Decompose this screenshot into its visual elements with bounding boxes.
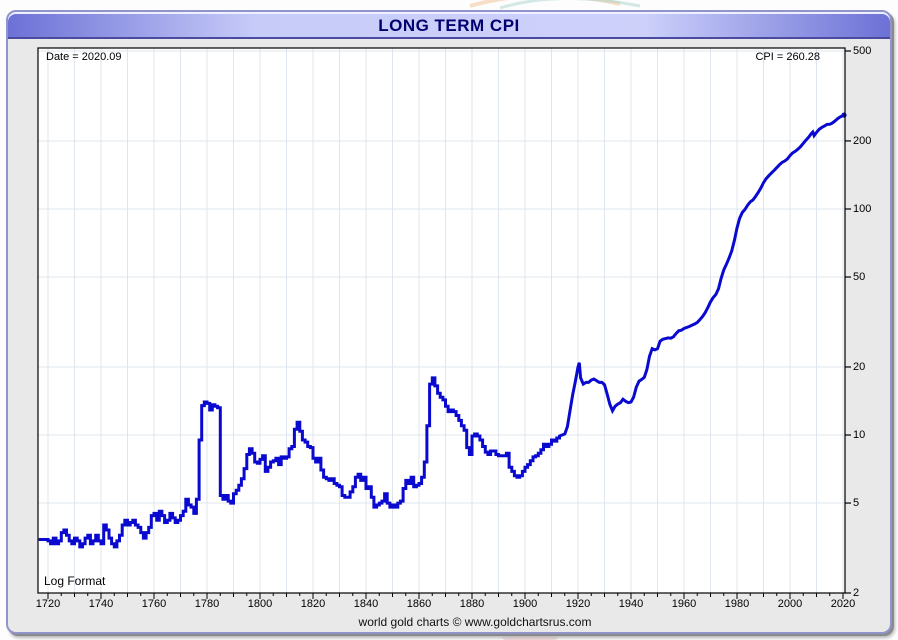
x-tick-label: 2020	[830, 598, 856, 610]
x-tick-label: 1820	[300, 598, 326, 610]
x-tick-label: 1980	[724, 598, 750, 610]
y-tick-label: 10	[853, 429, 866, 441]
x-tick-label: 2000	[777, 598, 803, 610]
window-titlebar: LONG TERM CPI	[8, 12, 890, 39]
plot-border	[37, 47, 846, 594]
chart-title: LONG TERM CPI	[378, 16, 520, 35]
footer-credit: world gold charts © www.goldchartsrus.co…	[358, 615, 592, 629]
x-tick-label: 1800	[247, 598, 273, 610]
date-readout: Date = 2020.09	[46, 51, 122, 63]
y-tick-label: 5	[853, 497, 860, 510]
x-tick-label: 1960	[671, 598, 697, 610]
x-tick-label: 1940	[618, 598, 644, 610]
cpi-readout: CPI = 260.28	[755, 51, 820, 63]
x-tick-label: 1780	[194, 598, 220, 610]
x-tick-label: 1880	[459, 598, 485, 610]
x-tick-label: 1740	[88, 598, 114, 610]
scale-mode-label: Log Format	[44, 574, 106, 588]
latest-point	[841, 112, 847, 118]
y-tick-label: 500	[853, 45, 872, 57]
cpi-line	[38, 113, 845, 549]
y-tick-label: 100	[853, 202, 872, 215]
y-tick-label: 20	[853, 360, 866, 373]
x-tick-label: 1860	[406, 598, 432, 610]
y-tick-label: 200	[853, 134, 872, 147]
x-tick-label: 1760	[141, 598, 167, 610]
y-tick-label: 2	[853, 587, 860, 599]
y-tick-label: 50	[853, 271, 866, 284]
x-tick-label: 1840	[353, 598, 379, 610]
x-tick-label: 1720	[35, 598, 61, 610]
x-tick-label: 1920	[565, 598, 591, 610]
x-tick-label: 1900	[512, 598, 538, 610]
